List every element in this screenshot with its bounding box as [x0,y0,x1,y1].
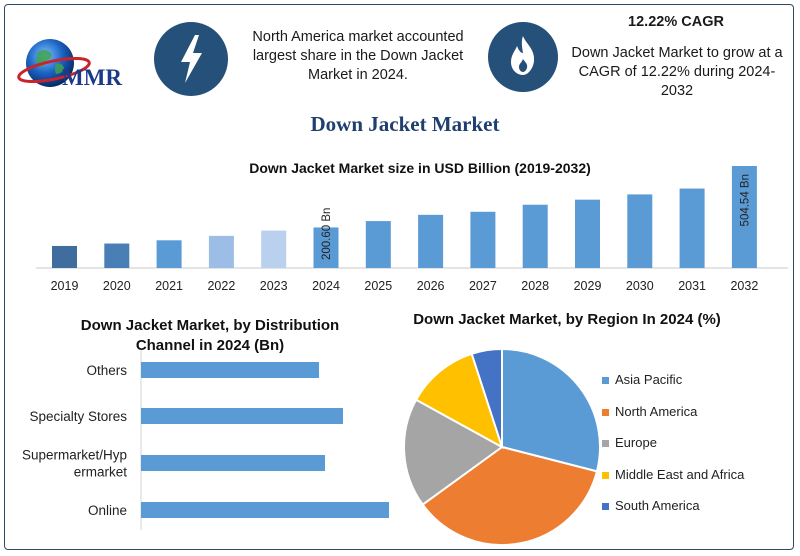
bar-2024 [313,227,339,268]
legend-label: North America [615,403,698,419]
info2-text: Down Jacket Market to grow at a CAGR of … [571,45,783,99]
pie-slice-europe [403,398,504,507]
distribution-channel-bar-chart: Others Specialty Stores Supermarket/Hyp erm… [22,350,389,530]
bar-2031 [679,188,705,268]
pie-slice-south-america [470,347,503,448]
hbar-specialty-stores [141,408,343,424]
legend-label: Europe [615,435,657,450]
hbar-label-supermarket-hypermarket: Supermarket/Hyp [22,448,127,463]
x-tick-2019: 2019 [51,279,79,293]
legend-label: South America [615,498,700,513]
info1-text: North America market accounted largest s… [252,29,464,83]
info2-circle [488,22,558,92]
pie-slice-middle-east-and-africa [414,352,504,450]
bar-2027 [470,211,496,268]
legend-item-south-america: South America [602,498,700,513]
market-size-bar-chart: 2019 2020 2021 2022 2023 2024 200.60 Bn 2025 202… [36,166,788,293]
bar-2032 [731,166,757,268]
x-tick-2022: 2022 [207,279,235,293]
bar-2022 [208,235,234,268]
legend-label: Asia Pacific [615,372,683,387]
x-tick-2029: 2029 [574,279,602,293]
flame-icon [511,36,535,75]
pie-slice-north-america [421,445,599,546]
region-pie-chart [403,347,601,546]
legend-item-middle-east-and-africa: Middle East and Africa [602,467,744,482]
legend-swatch [602,471,609,479]
x-tick-2023: 2023 [260,279,288,293]
legend-swatch [602,503,609,511]
x-tick-2020: 2020 [103,279,131,293]
x-tick-2032: 2032 [730,279,758,293]
main-title: Down Jacket Market [310,112,500,136]
legend-item-asia-pacific: Asia Pacific [602,372,682,387]
x-tick-2021: 2021 [155,279,183,293]
hbar-label-online: Online [88,503,127,518]
infographic-frame [4,4,794,550]
logo-text: MMR [62,65,123,90]
hbar-supermarket-hypermarket [141,455,325,471]
globe-logo-icon [17,39,91,87]
hbar-label-others: Others [86,363,127,378]
legend-swatch [602,377,609,385]
distribution-chart-title: Down Jacket Market, by Distribution Chan… [80,317,340,354]
x-tick-2028: 2028 [521,279,549,293]
hbar-online [141,502,389,518]
bar-2025 [365,221,391,268]
bar-2028 [522,204,548,268]
pie-slice-asia-pacific [501,347,601,473]
data-label-2032: 504.54 Bn [739,174,751,226]
bar-chart-title: Down Jacket Market size in USD Billion (… [249,160,591,176]
logo: MMR [14,34,144,94]
bar-2020 [104,243,130,268]
x-tick-2025: 2025 [364,279,392,293]
x-tick-2026: 2026 [417,279,445,293]
bar-2023 [261,230,287,268]
bar-2029 [575,199,600,268]
cagr-heading: 12.22% CAGR [628,14,724,30]
region-legend: Asia Pacific North America Europe Middle Ea… [602,372,788,522]
bar-2021 [156,240,182,268]
legend-label: Middle East and Africa [615,466,745,482]
hbar-others [141,362,319,378]
x-tick-2027: 2027 [469,279,497,293]
bar-2030 [627,194,653,268]
region-chart-title: Down Jacket Market, by Region In 2024 (%… [413,311,721,328]
data-label-2024: 200.60 Bn [321,208,333,260]
x-tick-2024: 2024 [312,279,340,293]
x-tick-2030: 2030 [626,279,654,293]
x-tick-2031: 2031 [678,279,706,293]
hbar-label-specialty-stores: Specialty Stores [29,409,127,424]
bar-2019 [52,245,77,268]
legend-swatch [602,440,609,448]
legend-item-europe: Europe [602,435,657,450]
legend-swatch [602,408,609,416]
legend-item-north-america: North America [602,404,697,419]
bar-2026 [418,214,444,268]
hbar-label-supermarket-hypermarket: ermarket [74,465,128,480]
lightning-icon [181,35,202,83]
info1-circle [154,22,228,96]
